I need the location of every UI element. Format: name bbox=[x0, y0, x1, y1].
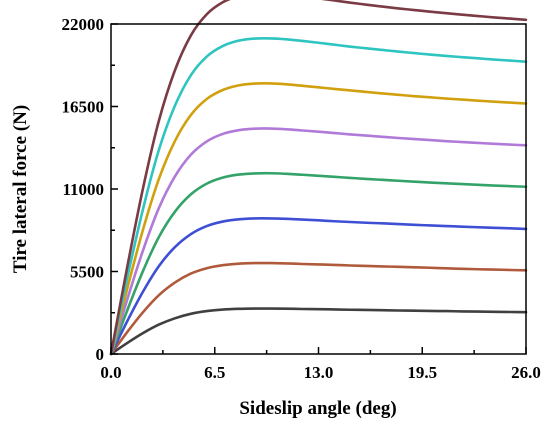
series-line-6 bbox=[109, 82, 528, 356]
ticks-layer: 0.0 6.5 13.0 19.5 26.0 0 5500 11000 16500 22000 bbox=[62, 15, 541, 382]
series-line-1 bbox=[109, 307, 528, 356]
series-line-8 bbox=[109, 0, 528, 356]
series-line-7 bbox=[109, 36, 528, 356]
x-tick-label: 19.5 bbox=[407, 363, 437, 382]
y-tick-label: 11000 bbox=[62, 180, 104, 199]
series-line-4 bbox=[109, 171, 528, 356]
curves-layer bbox=[109, 0, 528, 356]
x-tick-label: 6.5 bbox=[204, 363, 225, 382]
x-tick-label: 13.0 bbox=[304, 363, 334, 382]
y-axis-title: Tire lateral force (N) bbox=[10, 105, 31, 273]
y-tick-label: 0 bbox=[96, 345, 105, 364]
series-line-2 bbox=[109, 261, 528, 356]
plot-frame bbox=[110, 23, 527, 355]
y-tick-label: 16500 bbox=[62, 98, 105, 117]
x-axis-title: Sideslip angle (deg) bbox=[239, 398, 396, 419]
x-tick-label: 0.0 bbox=[100, 363, 121, 382]
series-line-5 bbox=[109, 127, 528, 356]
y-tick-label: 22000 bbox=[62, 15, 105, 34]
series-line-3 bbox=[109, 217, 528, 356]
x-tick-label: 26.0 bbox=[511, 363, 541, 382]
y-tick-label: 5500 bbox=[70, 263, 104, 282]
